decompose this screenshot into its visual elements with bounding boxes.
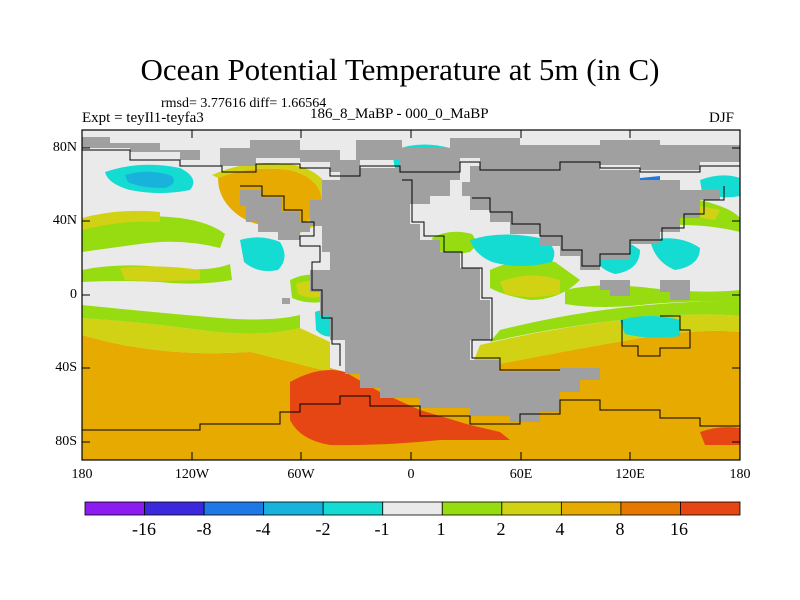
stats-text: rmsd= 3.77616 diff= 1.66564 (161, 96, 327, 111)
map-field (82, 130, 740, 460)
north-pacific-green (82, 216, 225, 252)
colorbar-label: 16 (670, 519, 688, 539)
plot-title: Ocean Potential Temperature at 5m (in C) (140, 52, 660, 87)
x-tick-label: 180 (729, 467, 751, 482)
coastline-americas (240, 185, 341, 366)
colorbar-swatch (144, 501, 205, 516)
y-tick-label: 80N (52, 140, 77, 155)
tropical-yellow-west (120, 266, 200, 281)
y-tick-label: 40N (52, 213, 77, 228)
east-yellow-band (500, 275, 560, 297)
land-southeast-islands (600, 280, 690, 300)
colorbar-label: -8 (196, 519, 212, 539)
cool-anomaly-atlantic (240, 237, 285, 271)
colorbar-swatch (560, 501, 622, 516)
experiment-label: Expt = teyIl1-teyfa3 (82, 110, 204, 126)
colorbar-swatch (501, 501, 562, 516)
colorbar-label: 8 (615, 519, 625, 539)
period-label: 186_8_MaBP - 000_0_MaBP (310, 106, 489, 122)
coastline-asia (472, 186, 725, 267)
colorbar-label: -16 (132, 519, 156, 539)
y-tick-label: 80S (55, 434, 77, 449)
y-tick-label: 40S (55, 360, 77, 375)
colorbar-swatch (441, 501, 503, 516)
cool-anomaly-north-pacific-core (125, 171, 174, 188)
x-tick-label: 0 (407, 467, 415, 482)
x-tick-marks (191, 130, 631, 460)
coastline-africa-gondwana (402, 179, 560, 371)
colorbar-swatch (203, 501, 265, 516)
colorbar-label: 2 (496, 519, 506, 539)
colorbar-swatch (680, 501, 741, 516)
colorbar-label: -1 (374, 519, 390, 539)
colorbar-label: -2 (315, 519, 331, 539)
colorbar-label: 1 (436, 519, 446, 539)
y-tick-label: 0 (70, 287, 77, 302)
colorbar-label: -4 (255, 519, 271, 539)
tropical-east-green (565, 285, 740, 307)
x-tick-label: 60E (509, 467, 533, 482)
land-north-america (240, 190, 310, 240)
coastline-antarctica (82, 395, 740, 431)
antarctic-red-zone (290, 369, 740, 446)
x-tick-label: 120W (174, 467, 210, 482)
colorbar-swatch (620, 501, 681, 516)
coastline-southeast (621, 315, 691, 357)
y-tick-marks (82, 147, 740, 443)
colorbar-swatch (322, 501, 384, 516)
land-north-africa-asia (462, 160, 720, 270)
southern-yellow-band (82, 314, 740, 372)
cool-anomaly-tethys (470, 234, 555, 266)
colorbar (84, 501, 741, 516)
coastline-arctic (82, 149, 740, 177)
north-pacific-yellow (82, 210, 160, 230)
southern-green-band (82, 301, 740, 342)
land-arctic-strip (82, 137, 740, 172)
colorbar-swatch (84, 501, 145, 516)
tethys-green (432, 231, 476, 254)
season-label: DJF (709, 110, 735, 126)
colorbar-swatch (263, 501, 324, 516)
cool-anomaly-southeast (620, 316, 680, 338)
colorbar-label: 4 (555, 519, 565, 539)
x-tick-label: 120E (615, 467, 645, 482)
x-tick-label: 60W (287, 467, 315, 482)
x-tick-label: 180 (71, 467, 93, 482)
colorbar-swatch (382, 501, 443, 516)
land-pangaea-main (310, 160, 600, 422)
